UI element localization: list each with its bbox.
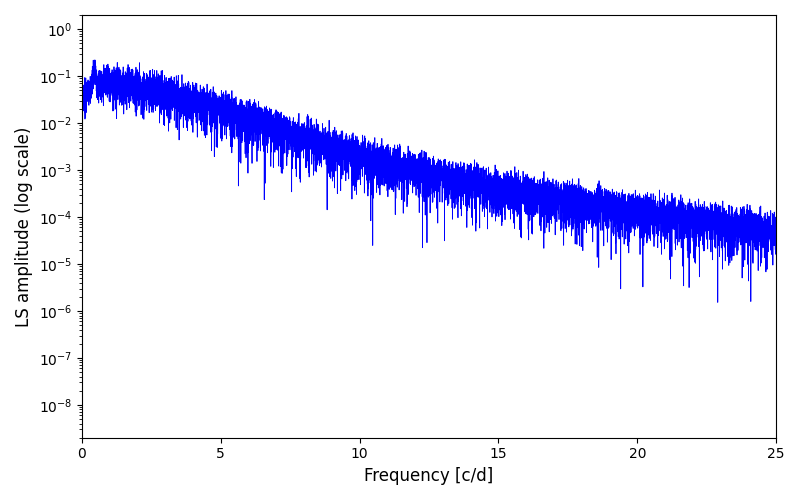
Y-axis label: LS amplitude (log scale): LS amplitude (log scale)	[15, 126, 33, 326]
X-axis label: Frequency [c/d]: Frequency [c/d]	[364, 467, 494, 485]
